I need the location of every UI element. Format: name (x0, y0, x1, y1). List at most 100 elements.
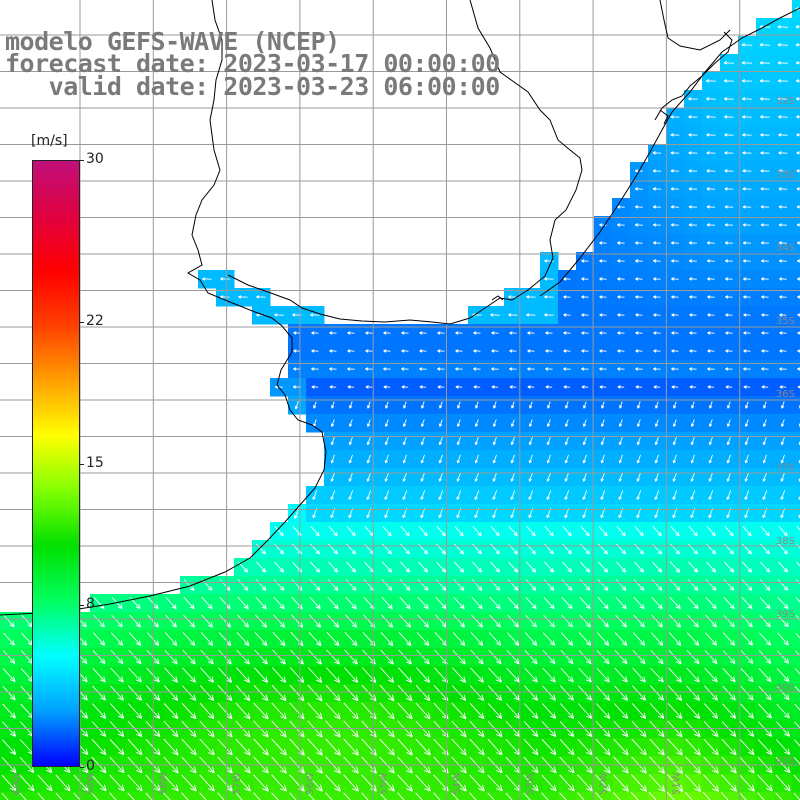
wind-vector-arrow (688, 187, 698, 191)
wind-vector-arrow (687, 561, 699, 573)
wind-speed-cell (288, 792, 307, 800)
wind-vector-arrow (290, 631, 304, 647)
wind-vector-arrow (761, 313, 769, 317)
wind-vector-arrow (91, 738, 107, 756)
wind-vector-arrow (793, 792, 800, 800)
wind-vector-arrow (330, 437, 335, 446)
wind-vector-arrow (470, 632, 484, 646)
wind-vector-arrow (383, 331, 391, 335)
wind-vector-arrow (543, 579, 555, 591)
wind-vector-arrow (109, 703, 125, 719)
wind-vector-arrow (271, 667, 287, 683)
wind-vector-arrow (780, 472, 786, 482)
wind-vector-arrow (652, 223, 661, 227)
wind-vector-arrow (490, 526, 500, 537)
wind-vector-arrow (600, 472, 606, 482)
wind-vector-arrow (689, 349, 697, 353)
wind-vector-arrow (220, 277, 230, 281)
wind-vector-arrow (595, 774, 611, 792)
wind-vector-arrow (794, 668, 800, 675)
wind-vector-arrow (181, 792, 189, 800)
wind-vector-arrow (128, 632, 142, 646)
wind-speed-cell (792, 378, 800, 397)
wind-vector-arrow (617, 349, 625, 353)
wind-vector-arrow (688, 97, 698, 101)
wind-vector-arrow (541, 703, 557, 719)
wind-vector-arrow (795, 61, 800, 65)
wind-vector-arrow (564, 490, 570, 500)
wind-vector-arrow (417, 596, 429, 610)
wind-vector-arrow (705, 579, 717, 591)
wind-vector-arrow (541, 774, 557, 792)
wind-vector-arrow (456, 454, 461, 464)
wind-vector-arrow (727, 401, 731, 409)
wind-vector-arrow (469, 702, 485, 720)
wind-vector-arrow (379, 738, 395, 756)
wind-vector-arrow (761, 331, 769, 335)
wind-vector-arrow (379, 667, 395, 683)
wind-vector-arrow (777, 43, 789, 47)
wind-vector-arrow (684, 791, 693, 800)
wind-vector-arrow (253, 792, 261, 800)
wind-vector-arrow (796, 187, 800, 191)
wind-vector-arrow (617, 295, 625, 299)
wind-vector-arrow (648, 774, 666, 792)
wind-vector-arrow (457, 401, 461, 409)
wind-vector-arrow (329, 367, 337, 371)
wind-vector-arrow (636, 437, 641, 446)
wind-vector-arrow (415, 792, 423, 800)
wind-vector-arrow (523, 792, 531, 800)
wind-vector-arrow (795, 597, 800, 603)
wind-vector-arrow (600, 490, 606, 500)
wind-vector-arrow (510, 419, 515, 427)
wind-vector-arrow (653, 295, 661, 299)
wind-vector-arrow (618, 490, 624, 500)
wind-vector-arrow (254, 631, 268, 647)
wind-vector-arrow (743, 385, 751, 389)
wind-vector-arrow (529, 401, 533, 409)
wind-vector-arrow (688, 259, 697, 263)
wind-vector-arrow (561, 596, 573, 610)
wind-vector-arrow (726, 437, 731, 446)
wind-vector-arrow (760, 133, 770, 137)
wind-vector-arrow (164, 667, 178, 683)
wind-vector-arrow (669, 579, 681, 591)
wind-vector-arrow (743, 367, 751, 371)
wind-vector-arrow (273, 561, 285, 573)
wind-vector-arrow (420, 454, 425, 464)
colorbar-tick-mark (80, 321, 84, 323)
valid-date-label: valid date: 2023-03-23 06:00:00 (5, 72, 501, 101)
wind-vector-arrow (416, 649, 430, 665)
wind-vector-arrow (596, 649, 610, 665)
colorbar-tick-label: 22 (86, 312, 104, 329)
wind-vector-arrow (73, 792, 81, 800)
wind-vector-arrow (472, 526, 482, 537)
wind-vector-arrow (127, 792, 135, 800)
wind-vector-arrow (325, 702, 341, 720)
wind-vector-arrow (635, 277, 643, 281)
wind-vector-arrow (202, 277, 212, 281)
wind-vector-arrow (543, 561, 555, 573)
longitude-label: 58W (159, 772, 170, 795)
wind-vector-arrow (311, 349, 319, 353)
wind-vector-arrow (653, 259, 661, 263)
wind-vector-arrow (654, 419, 659, 427)
wind-vector-arrow (636, 419, 641, 427)
wind-vector-arrow (741, 614, 753, 628)
wind-vector-arrow (492, 490, 498, 500)
wind-vector-arrow (492, 454, 497, 464)
wind-vector-arrow (597, 596, 609, 610)
wind-vector-arrow (326, 614, 340, 628)
wind-vector-arrow (651, 561, 663, 573)
wind-vector-arrow (524, 685, 539, 701)
wind-vector-arrow (383, 349, 391, 353)
wind-vector-arrow (365, 331, 373, 335)
wind-vector-arrow (456, 419, 461, 427)
wind-vector-arrow (726, 472, 732, 482)
wind-vector-arrow (435, 579, 447, 591)
wind-vector-arrow (634, 223, 643, 227)
wind-vector-arrow (401, 385, 409, 389)
wind-vector-arrow (563, 313, 571, 317)
